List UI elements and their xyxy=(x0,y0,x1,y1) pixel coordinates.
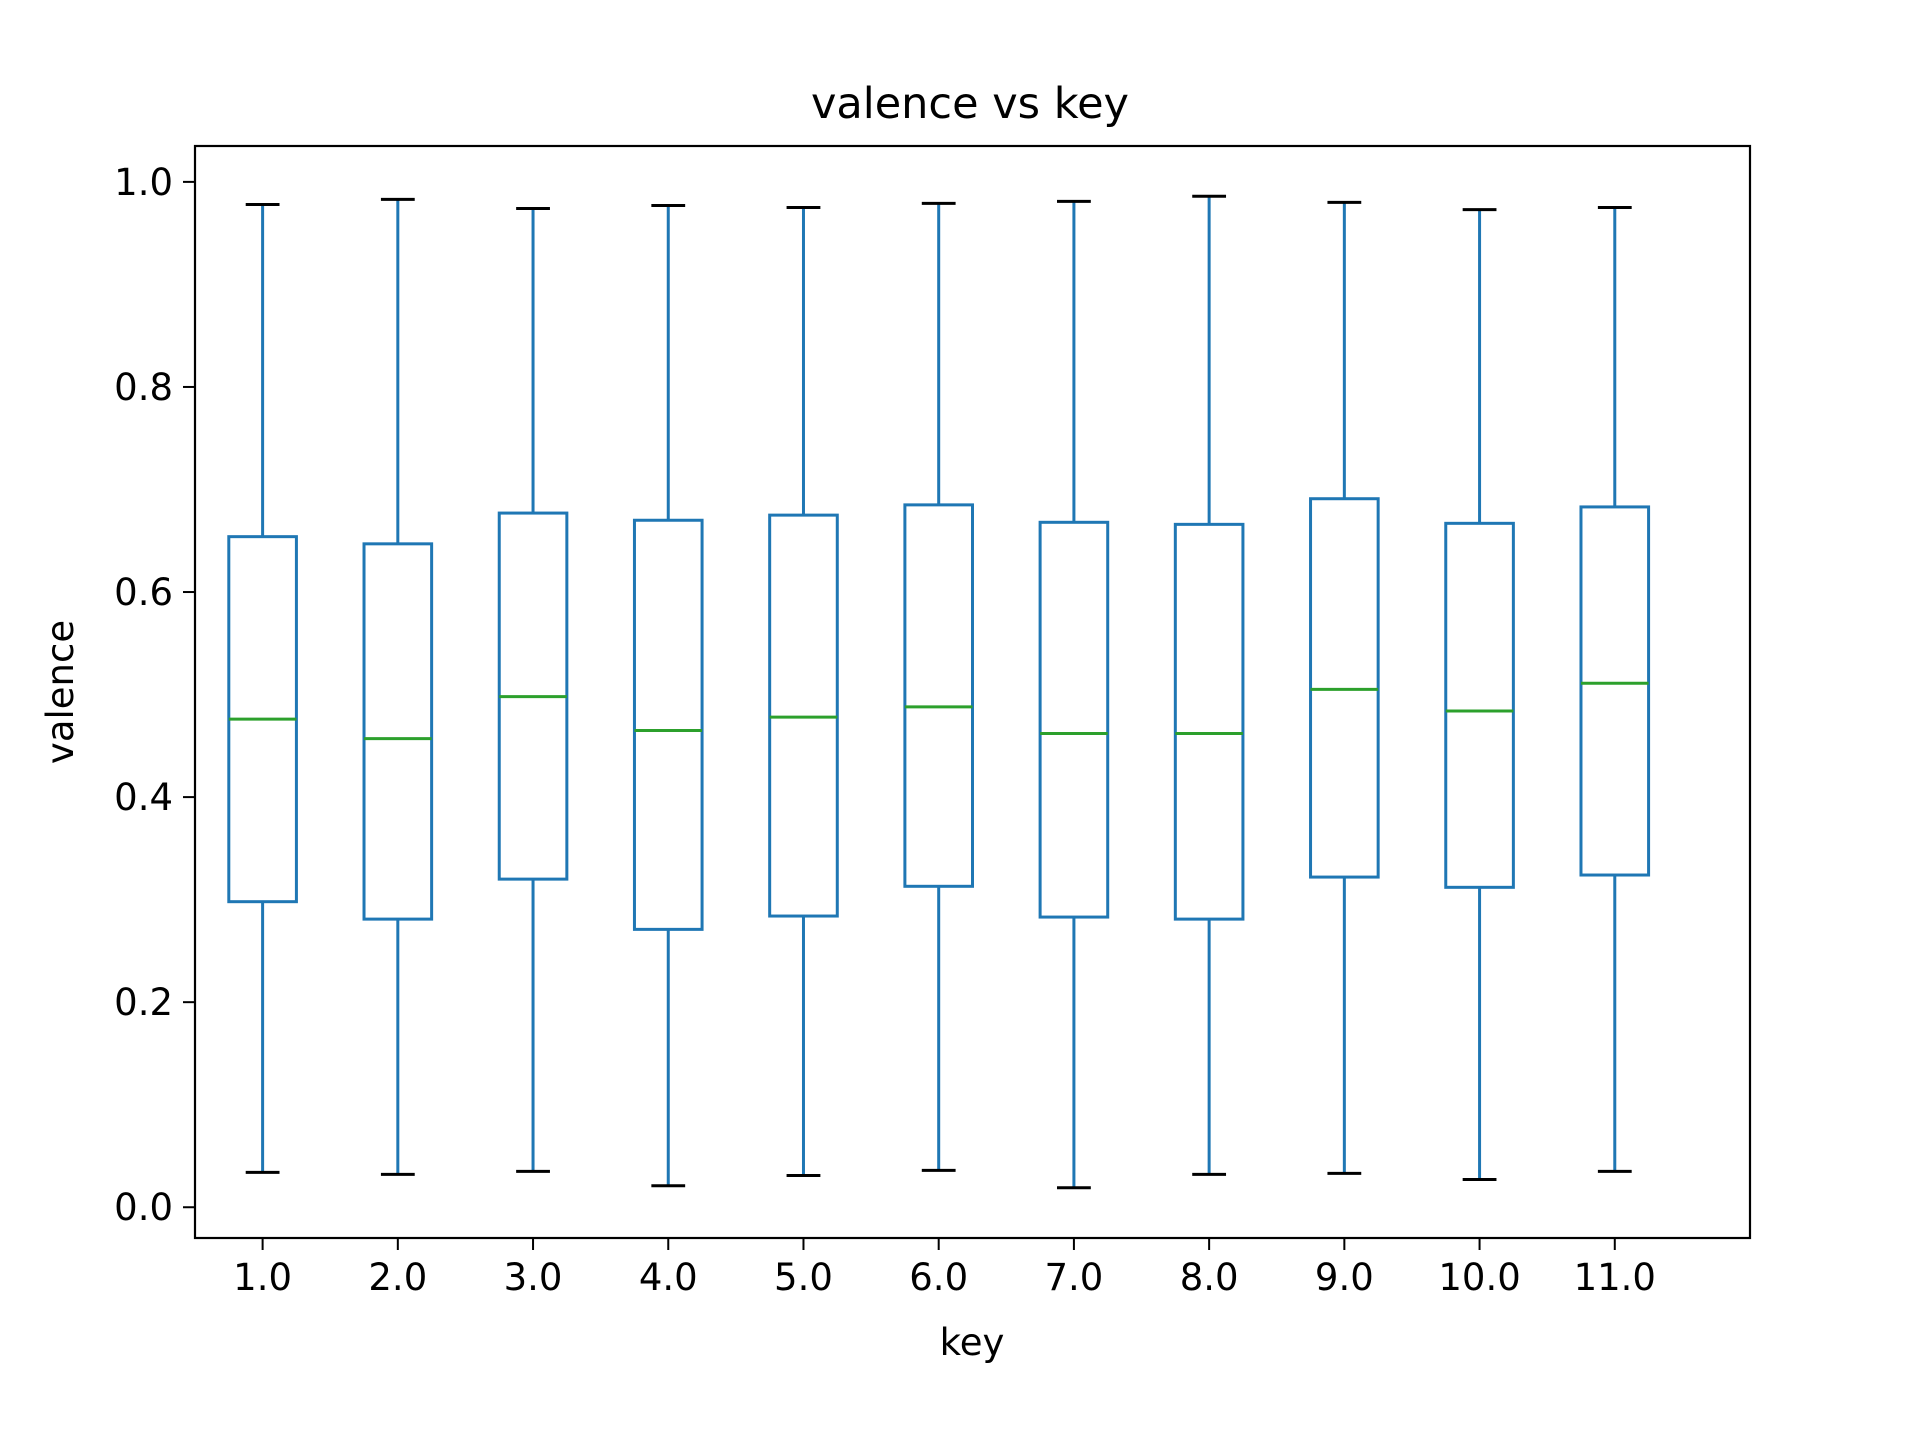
y-tick-label: 0.2 xyxy=(114,981,173,1024)
box-group xyxy=(768,206,839,1177)
x-tick-label: 3.0 xyxy=(504,1256,563,1299)
x-tick-label: 4.0 xyxy=(639,1256,698,1299)
box-group xyxy=(1579,206,1651,1173)
box xyxy=(903,503,974,888)
chart-title: valence vs key xyxy=(811,79,1129,129)
y-tick-label: 0.4 xyxy=(114,776,173,819)
box xyxy=(1038,520,1110,919)
box xyxy=(1579,505,1651,877)
x-tick-label: 5.0 xyxy=(774,1256,833,1299)
box-group xyxy=(1444,208,1515,1182)
plot-area xyxy=(227,194,1651,1190)
box-group xyxy=(903,201,974,1172)
x-tick-label: 10.0 xyxy=(1438,1256,1520,1299)
box xyxy=(1309,497,1380,879)
x-tick-label: 2.0 xyxy=(368,1256,427,1299)
x-axis: 1.0 2.0 3.0 4.0 5.0 6.0 7.0 8.0 9.0 10.0 11.0 xyxy=(233,1238,1656,1299)
plot-frame xyxy=(193,144,1752,1240)
box-group xyxy=(632,203,704,1188)
box xyxy=(1444,521,1515,889)
x-tick-label: 9.0 xyxy=(1315,1256,1374,1299)
y-tick-label: 0.6 xyxy=(114,571,173,614)
box-group xyxy=(362,197,434,1176)
box-group xyxy=(1038,199,1110,1190)
box-group xyxy=(1173,194,1245,1176)
box-group xyxy=(497,207,569,1173)
box-group xyxy=(227,202,298,1174)
y-tick-label: 1.0 xyxy=(114,161,173,204)
x-tick-label: 7.0 xyxy=(1044,1256,1103,1299)
box-group xyxy=(1309,200,1380,1175)
y-tick-label: 0.0 xyxy=(114,1186,173,1229)
x-axis-label: key xyxy=(940,1321,1005,1364)
box xyxy=(632,518,704,931)
box xyxy=(768,513,839,918)
x-tick-label: 1.0 xyxy=(233,1256,292,1299)
y-axis-label: valence xyxy=(39,620,82,764)
y-axis: 0.0 0.2 0.4 0.6 0.8 1.0 xyxy=(114,161,195,1229)
x-tick-label: 8.0 xyxy=(1180,1256,1239,1299)
x-tick-label: 6.0 xyxy=(909,1256,968,1299)
y-tick-label: 0.8 xyxy=(114,366,173,409)
x-tick-label: 11.0 xyxy=(1574,1256,1656,1299)
box xyxy=(362,542,434,921)
box xyxy=(1173,522,1245,921)
